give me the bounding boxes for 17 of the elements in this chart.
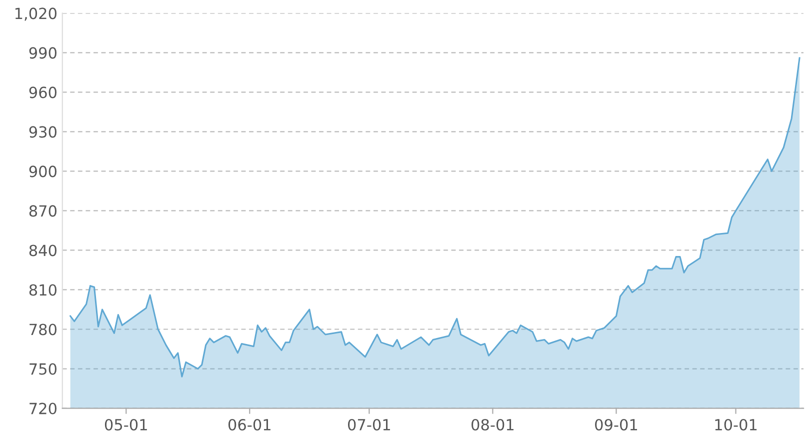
y-tick-label: 810 (29, 284, 56, 296)
y-tick-label: 780 (30, 324, 56, 336)
y-tick-label: 1,020 (15, 8, 56, 21)
y-tick-label: 750 (30, 363, 56, 375)
y-tick-label: 900 (29, 166, 56, 178)
x-tick-label: 06-01 (228, 418, 270, 431)
y-tick-label: 960 (29, 86, 56, 98)
x-tick-label: 08-01 (472, 418, 514, 431)
x-tick-label: 05-01 (104, 418, 147, 431)
x-tick-label: 10-01 (715, 418, 757, 431)
y-tick-label: 930 (29, 126, 56, 138)
y-tick-label: 840 (29, 244, 56, 256)
y-tick-label: 870 (29, 205, 56, 217)
y-tick-label: 990 (29, 47, 56, 59)
x-tick-label: 07-01 (348, 418, 390, 431)
x-tick-label: 09-01 (595, 418, 638, 431)
y-tick-label: 720 (30, 402, 56, 414)
